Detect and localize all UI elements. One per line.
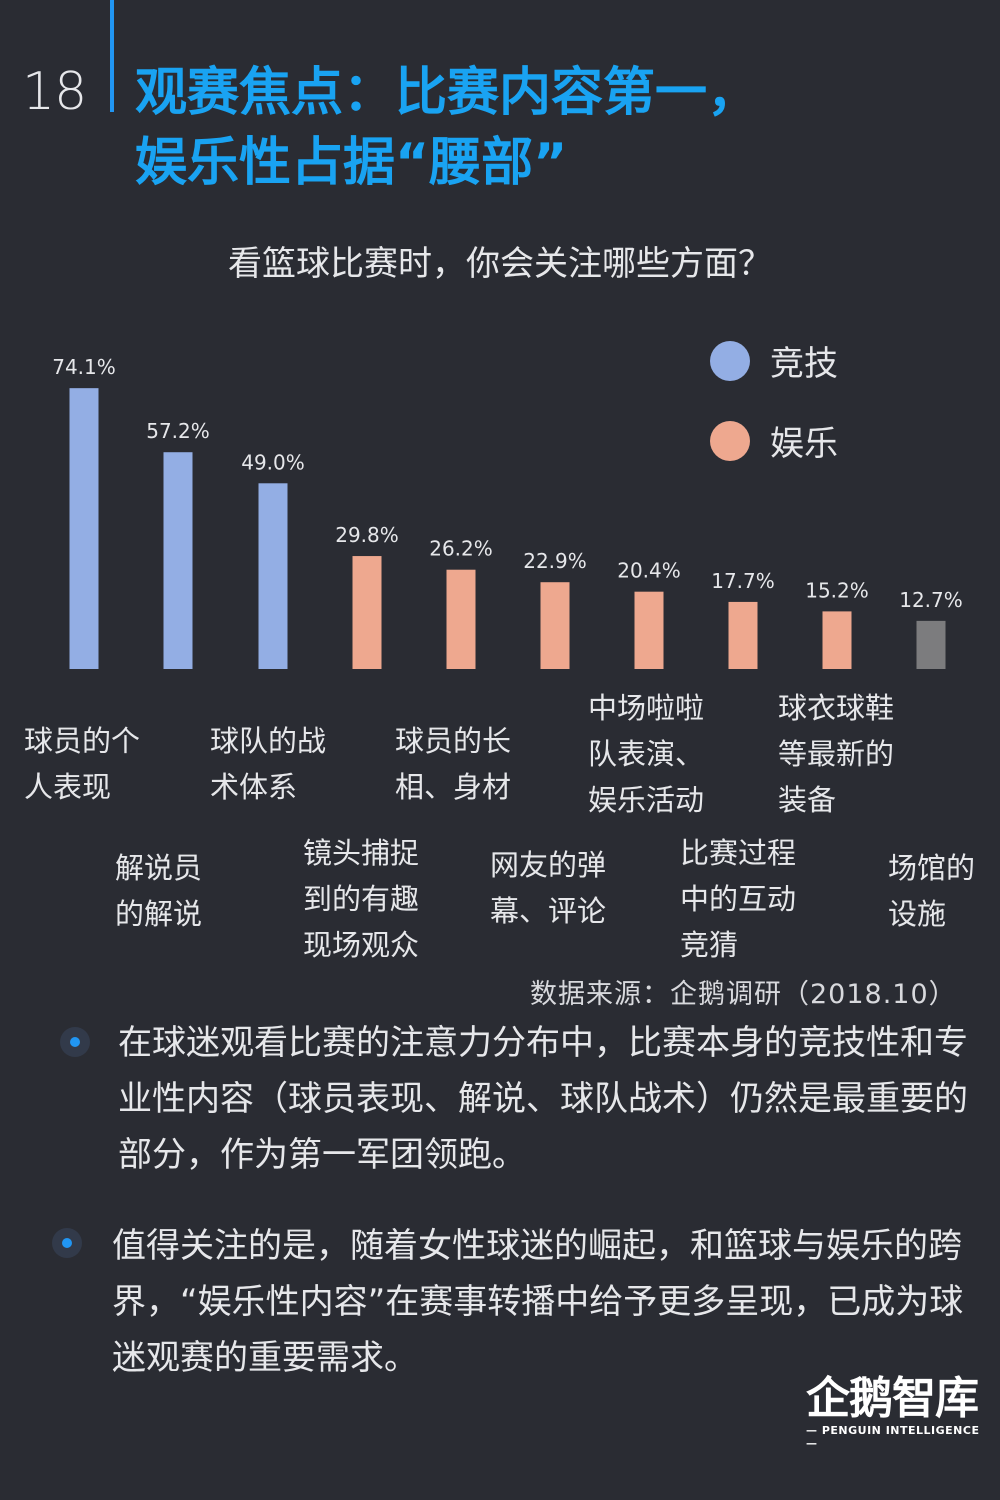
logo-wordmark: 企鹅智库 [806, 1373, 979, 1424]
bar-9 [822, 611, 852, 669]
category-label-8: 比赛过程 中的互动 竞猜 [680, 836, 797, 962]
category-label-2: 解说员 的解说 [115, 851, 203, 931]
category-label-1: 球员的个 人表现 [24, 724, 141, 804]
bar-6 [540, 582, 570, 669]
bar-value-label-8: 17.7% [711, 569, 775, 593]
bar-value-label-4: 29.8% [335, 523, 399, 547]
bar-value-label-6: 22.9% [523, 549, 587, 573]
bar-2 [163, 452, 193, 669]
legend-swatch-entertainment [710, 420, 750, 461]
title-accent-bar [110, 0, 114, 112]
category-label-4: 镜头捕捉 到的有趣 现场观众 [303, 836, 420, 962]
chart-title: 看篮球比赛时，你会关注哪些方面？ [228, 244, 772, 284]
legend-swatch-competitive [710, 340, 750, 381]
legend-label-entertainment: 娱乐 [770, 424, 838, 464]
data-source: 数据来源：企鹅调研（2018.10） [530, 979, 957, 1010]
bar-value-label-5: 26.2% [429, 537, 493, 561]
category-label-10: 场馆的 设施 [888, 851, 976, 931]
category-label-7: 中场啦啦 队表演、 娱乐活动 [588, 691, 705, 817]
title-line-2: 娱乐性占据“腰部” [135, 133, 568, 193]
bar-7 [634, 591, 664, 669]
bar-3 [258, 483, 288, 669]
bullet-2-text: 值得关注的是，随着女性球迷的崛起，和篮球与娱乐的跨界，“娱乐性内容”在赛事转播中… [112, 1226, 964, 1378]
bar-value-label-7: 20.4% [617, 559, 681, 583]
page-number: 18 [22, 62, 87, 122]
page-title: 观赛焦点：比赛内容第一， 娱乐性占据“腰部” [135, 58, 759, 198]
category-label-9: 球衣球鞋 等最新的 装备 [778, 691, 895, 817]
legend-item-competitive: 竞技 [710, 336, 838, 385]
bar-8 [728, 601, 758, 669]
bar-value-label-1: 74.1% [52, 355, 116, 379]
category-label-5: 球员的长 相、身材 [395, 724, 512, 804]
bullet-1-dot [60, 1027, 90, 1057]
bar-4 [352, 556, 382, 669]
bar-5 [446, 569, 476, 669]
bar-chart: 74.1% 57.2% 49.0% 29.8% 26.2% 22.9% 20.4% 17.7%… [52, 355, 963, 669]
category-label-6: 网友的弹 幕、评论 [490, 848, 607, 928]
category-label-3: 球队的战 术体系 [210, 724, 327, 804]
logo-tagline: — PENGUIN INTELLIGENCE — [806, 1424, 980, 1450]
legend-label-competitive: 竞技 [770, 344, 838, 384]
legend-item-entertainment: 娱乐 [710, 416, 838, 465]
bullet-1-text: 在球迷观看比赛的注意力分布中，比赛本身的竞技性和专业性内容（球员表现、解说、球队… [118, 1023, 968, 1175]
title-line-1: 观赛焦点：比赛内容第一， [135, 63, 760, 123]
bar-value-label-9: 15.2% [805, 578, 869, 602]
bullet-2-dot [52, 1228, 82, 1258]
bar-10 [916, 620, 946, 669]
bar-value-label-2: 57.2% [146, 419, 210, 443]
brand-logo: 企鹅智库 — PENGUIN INTELLIGENCE — [806, 1362, 981, 1450]
bar-value-label-10: 12.7% [899, 588, 963, 612]
bar-1 [69, 388, 99, 669]
bar-value-label-3: 49.0% [241, 450, 305, 474]
